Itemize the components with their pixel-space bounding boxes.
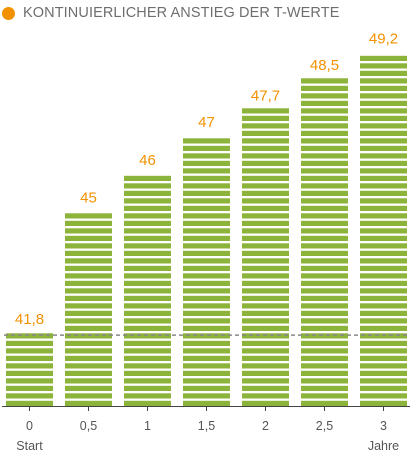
bar-0 (6, 333, 53, 406)
value-label-0-5: 45 (80, 190, 97, 207)
bar-3 (360, 55, 407, 406)
orange-dot-icon (2, 6, 15, 20)
x-tick-label-1: 1 (144, 419, 151, 433)
value-label-1: 46 (139, 152, 156, 169)
value-labels-group: 41,8 45 46 47 47,7 48,5 49,2 (15, 30, 398, 328)
bar-1 (124, 175, 171, 406)
value-label-1-5: 47 (198, 114, 215, 131)
bar-1-5 (183, 138, 230, 406)
x-tick-label-2: 2 (262, 419, 269, 433)
x-tick-label-0-5: 0,5 (80, 419, 97, 433)
value-label-2: 47,7 (251, 87, 280, 104)
value-label-0: 41,8 (15, 311, 44, 328)
bar-0-5 (65, 213, 112, 406)
x-tick-label-0: 0 (26, 419, 33, 433)
bar-2-5 (301, 78, 348, 406)
x-sublabel-start: Start (16, 439, 43, 453)
x-sublabel-jahre: Jahre (368, 439, 399, 453)
bar-2 (242, 108, 289, 406)
x-ticks-group (29, 406, 384, 411)
bars-group (6, 55, 407, 406)
x-tick-label-2-5: 2,5 (316, 419, 333, 433)
chart-title-group: KONTINUIERLICHER ANSTIEG DER T-WERTE (2, 3, 339, 23)
value-label-3: 49,2 (369, 30, 398, 47)
x-tick-label-1-5: 1,5 (198, 419, 215, 433)
x-tick-labels-group: 0 0,5 1 1,5 2 2,5 3 (26, 419, 387, 433)
chart-title: KONTINUIERLICHER ANSTIEG DER T-WERTE (23, 5, 340, 21)
value-label-2-5: 48,5 (310, 57, 339, 74)
x-tick-label-3: 3 (380, 419, 387, 433)
